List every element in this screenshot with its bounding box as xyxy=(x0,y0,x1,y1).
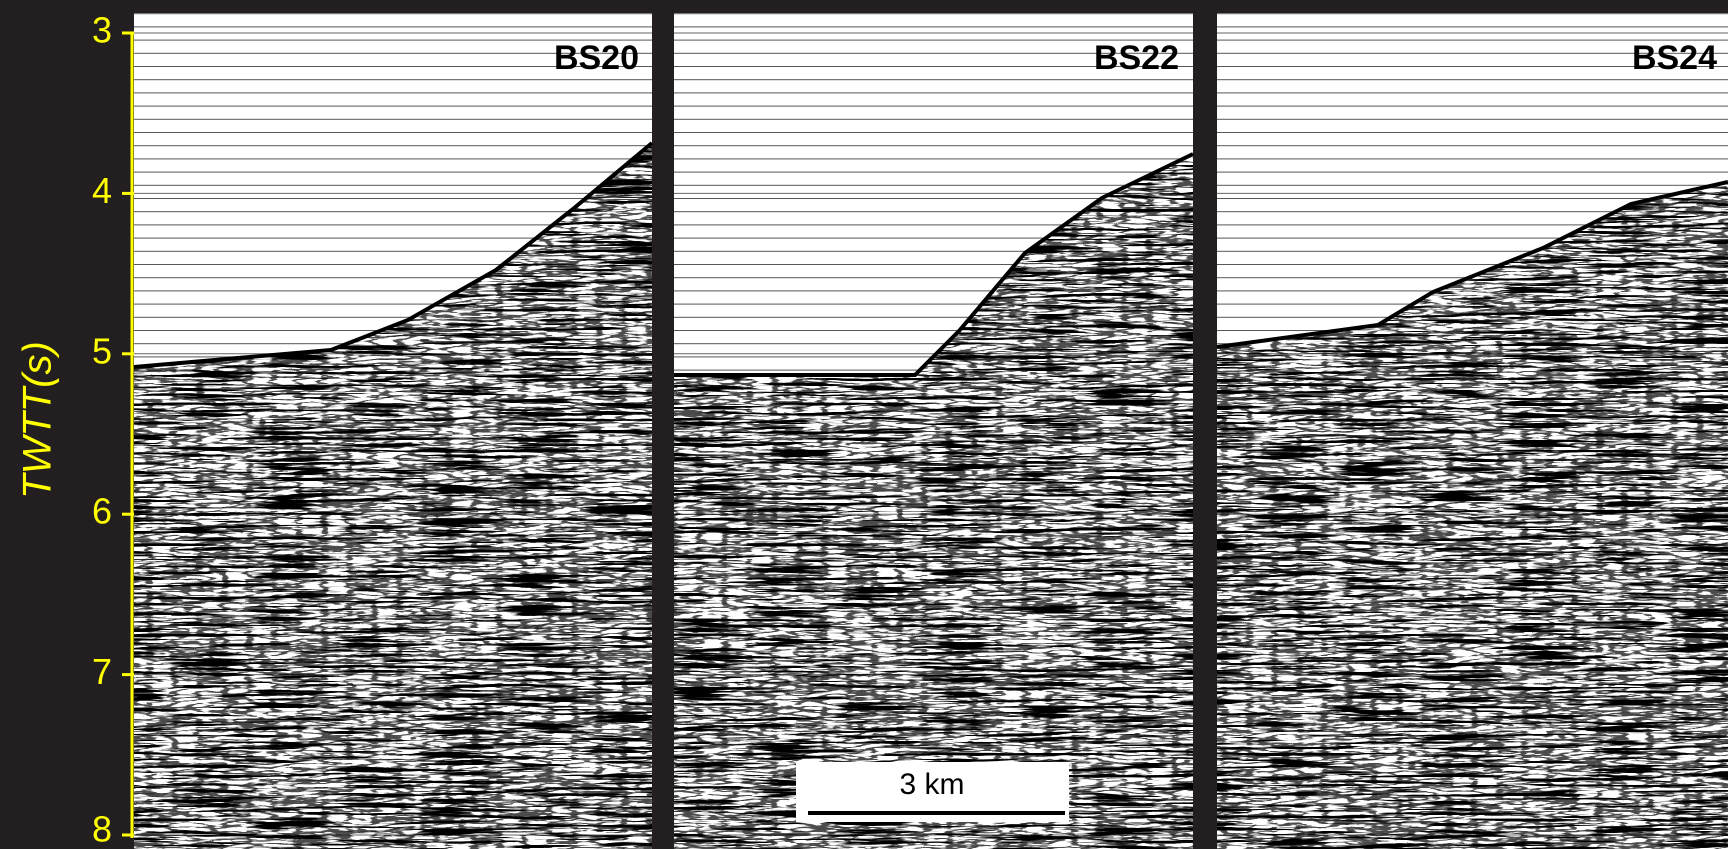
y-tick-label: 8 xyxy=(92,809,112,849)
y-tick-label: 5 xyxy=(92,330,112,371)
panels: BS20 BS22 BS24 xyxy=(134,13,1728,849)
panel-label: BS20 xyxy=(554,39,639,77)
panel-label: BS24 xyxy=(1632,39,1717,77)
y-axis-label: TWTT(s) xyxy=(16,341,60,499)
y-tick-label: 7 xyxy=(92,651,112,692)
y-tick-label: 6 xyxy=(92,491,112,532)
scale-bar: 3 km xyxy=(796,762,1069,822)
figure: BS20 BS22 BS24 TWTT(s) 3 km 3 4 5 6 7 8 xyxy=(0,0,1728,849)
seismic-panel: BS22 xyxy=(674,13,1193,849)
page: BS20BS22BS24 TWTT(s) 3 km 345678 (() => … xyxy=(0,0,1728,849)
y-tick-label: 4 xyxy=(92,170,112,211)
y-tick-label: 3 xyxy=(92,10,112,51)
seismic-panel: BS24 xyxy=(1217,13,1728,849)
panel-label: BS22 xyxy=(1094,39,1179,77)
scale-label: 3 km xyxy=(899,768,964,801)
seismic-panel: BS20 xyxy=(134,13,652,849)
